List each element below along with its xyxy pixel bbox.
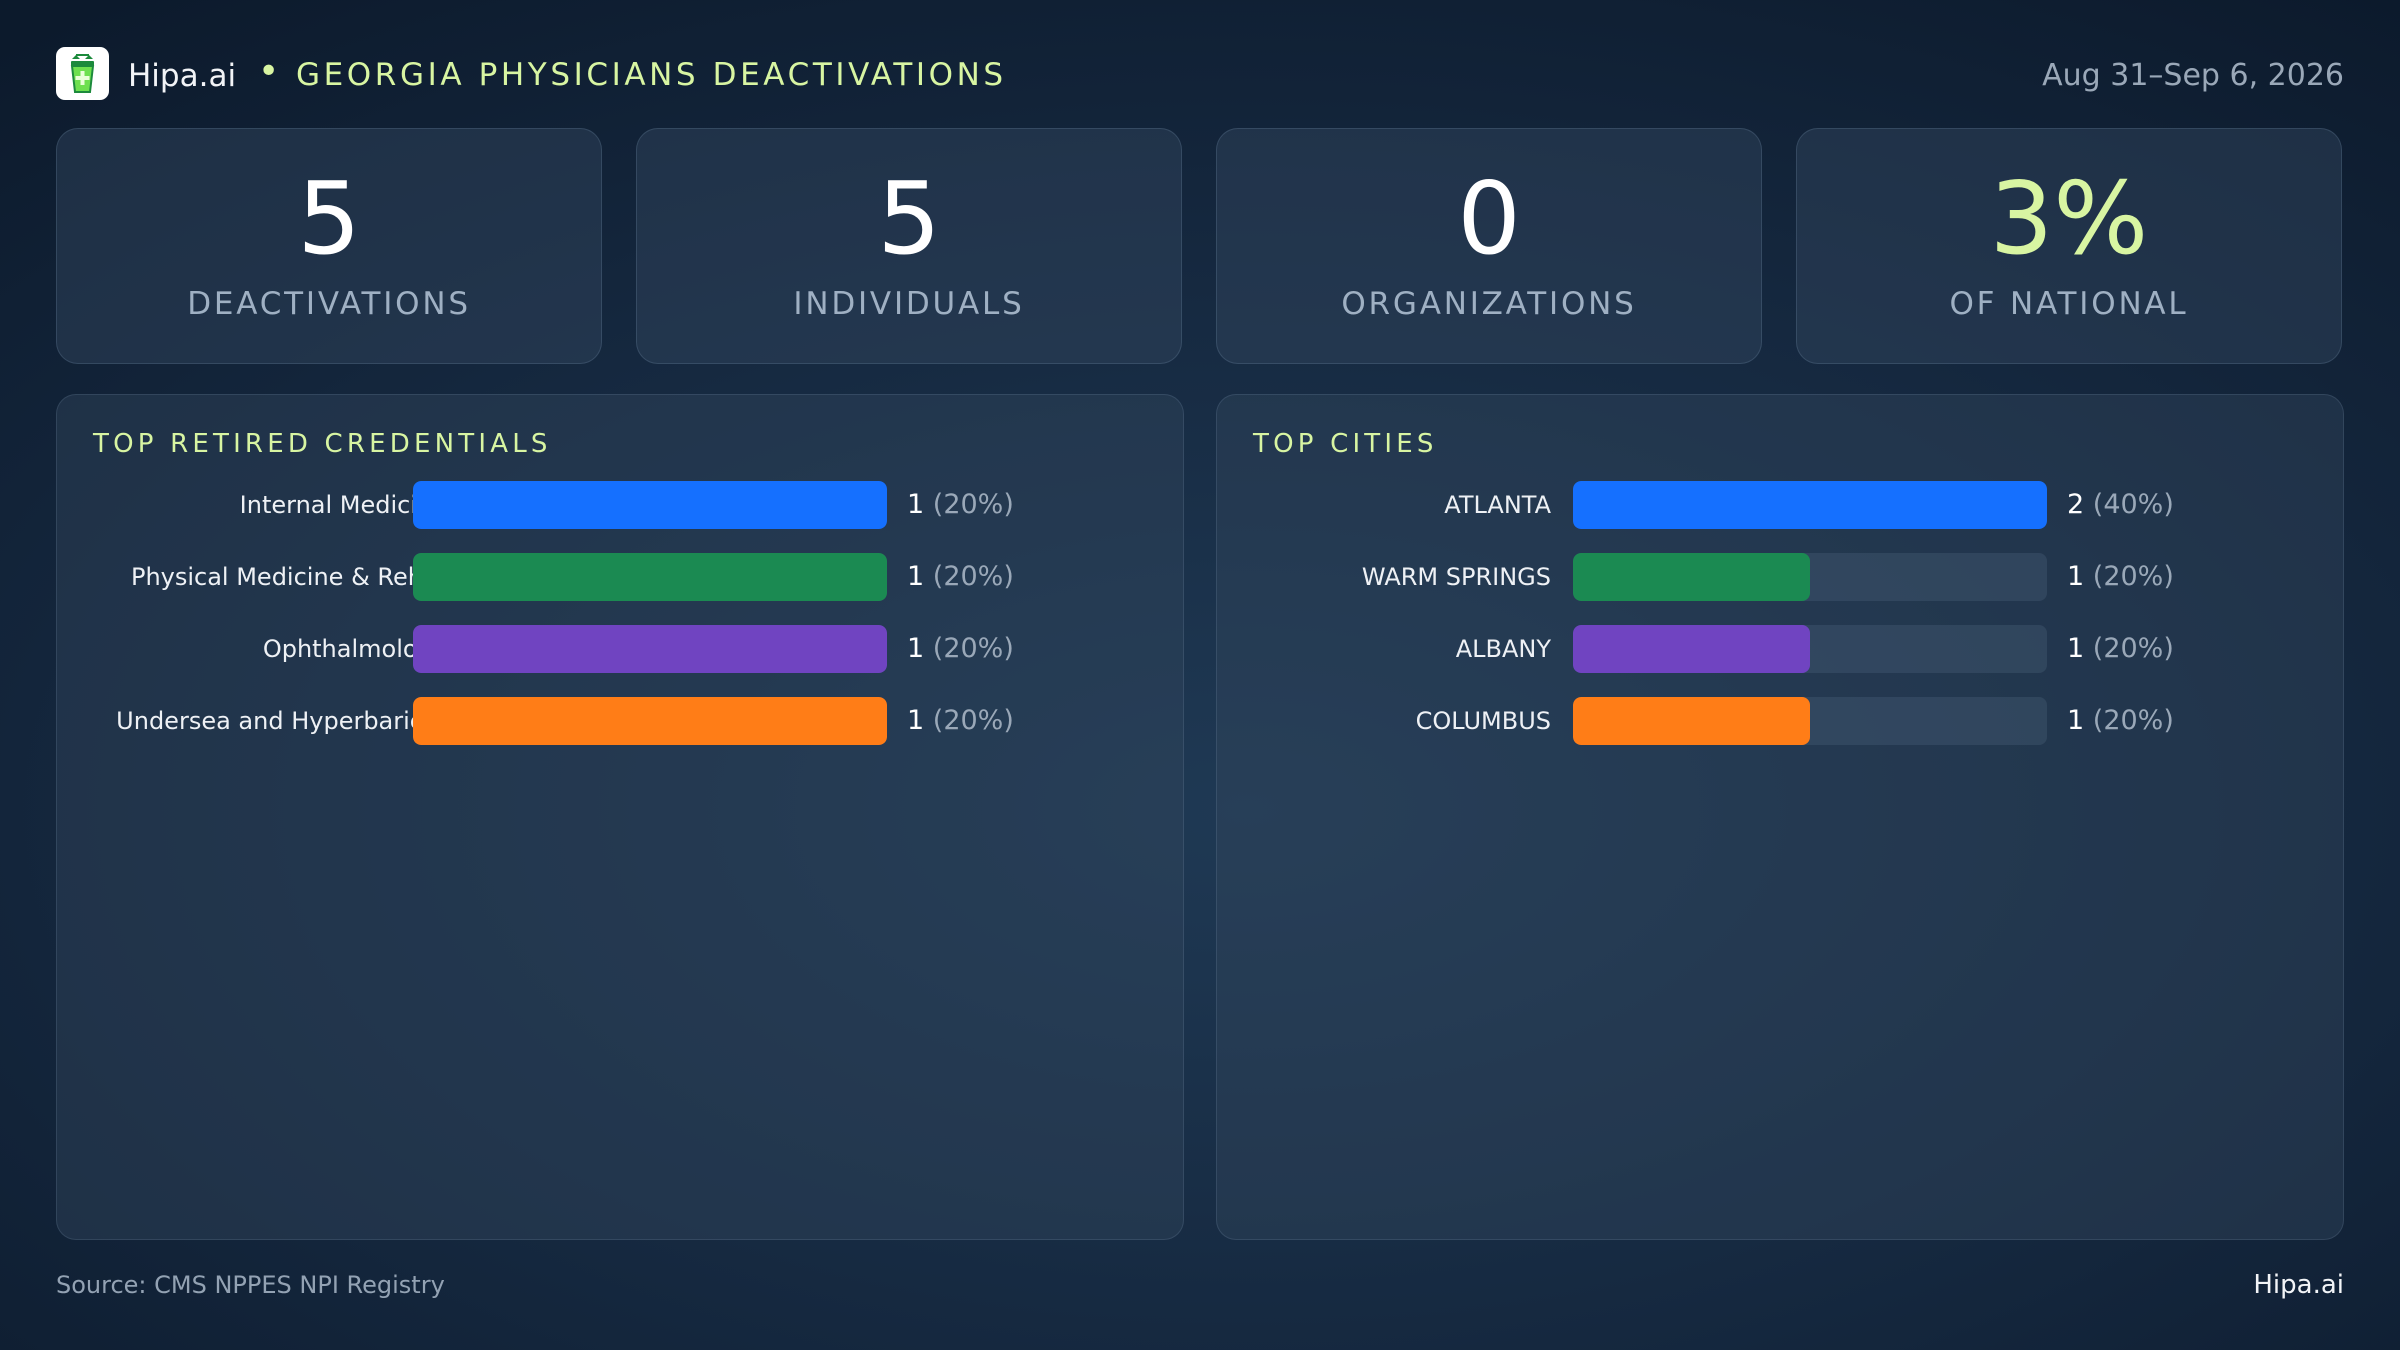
bar-category-label: Undersea and Hyperbaric… xyxy=(116,707,447,735)
bar-count: 2 xyxy=(2067,489,2085,520)
bar-track xyxy=(1573,481,2047,529)
bar-track xyxy=(413,553,887,601)
bar-row: WARM SPRINGS 1 (20%) xyxy=(1217,553,2343,601)
kpi-label: DEACTIVATIONS xyxy=(187,286,471,322)
bar-count: 1 xyxy=(2067,633,2085,664)
bar xyxy=(413,553,887,601)
bar-row: ALBANY 1 (20%) xyxy=(1217,625,2343,673)
bar-row: COLUMBUS 1 (20%) xyxy=(1217,697,2343,745)
brand-name: Hipa.ai xyxy=(128,58,237,94)
bar-count: 1 xyxy=(2067,705,2085,736)
bar-category-label: ATLANTA xyxy=(1444,491,1551,519)
bar-percent: (20%) xyxy=(2092,561,2174,592)
kpi-card-deactivations: 5 DEACTIVATIONS xyxy=(56,128,602,364)
bar-row: Ophthalmology 1 (20%) xyxy=(57,625,1183,673)
bar-track xyxy=(1573,553,2047,601)
bar-category-label: Internal Medicine xyxy=(239,491,447,519)
bar-percent: (40%) xyxy=(2092,489,2174,520)
pharmacy-cup-icon xyxy=(56,47,109,100)
page-title: GEORGIA PHYSICIANS DEACTIVATIONS xyxy=(296,57,1007,93)
bar-value-label: 1 (20%) xyxy=(907,625,1014,673)
title-separator: • xyxy=(258,51,280,92)
bar-value-label: 1 (20%) xyxy=(2067,553,2174,601)
bar-row: Internal Medicine 1 (20%) xyxy=(57,481,1183,529)
kpi-value: 5 xyxy=(877,160,941,277)
bar-count: 1 xyxy=(907,633,925,664)
bar-percent: (20%) xyxy=(2092,633,2174,664)
bar-percent: (20%) xyxy=(2092,705,2174,736)
kpi-card-national-share: 3% OF NATIONAL xyxy=(1796,128,2342,364)
bar-row: Undersea and Hyperbaric… 1 (20%) xyxy=(57,697,1183,745)
bar-value-label: 1 (20%) xyxy=(2067,625,2174,673)
bar-value-label: 2 (40%) xyxy=(2067,481,2174,529)
kpi-value: 0 xyxy=(1457,160,1521,277)
bar-row: ATLANTA 2 (40%) xyxy=(1217,481,2343,529)
credentials-chart-panel: TOP RETIRED CREDENTIALS Internal Medicin… xyxy=(56,394,1184,1240)
kpi-card-individuals: 5 INDIVIDUALS xyxy=(636,128,1182,364)
bar-count: 1 xyxy=(907,561,925,592)
bar-count: 1 xyxy=(907,489,925,520)
kpi-label: INDIVIDUALS xyxy=(793,286,1025,322)
bar-count: 1 xyxy=(907,705,925,736)
bar xyxy=(413,697,887,745)
bar-track xyxy=(1573,697,2047,745)
source-note: Source: CMS NPPES NPI Registry xyxy=(56,1271,445,1299)
bar xyxy=(1573,625,1810,673)
bar-value-label: 1 (20%) xyxy=(2067,697,2174,745)
bar-count: 1 xyxy=(2067,561,2085,592)
bar-value-label: 1 (20%) xyxy=(907,481,1014,529)
bar-percent: (20%) xyxy=(932,561,1014,592)
bar-category-label: WARM SPRINGS xyxy=(1361,563,1551,591)
kpi-label: OF NATIONAL xyxy=(1949,286,2189,322)
panel-title: TOP RETIRED CREDENTIALS xyxy=(93,429,552,459)
bar-track xyxy=(413,625,887,673)
kpi-label: ORGANIZATIONS xyxy=(1341,286,1637,322)
bar-percent: (20%) xyxy=(932,705,1014,736)
bar-track xyxy=(1573,625,2047,673)
date-range: Aug 31–Sep 6, 2026 xyxy=(2042,58,2344,93)
bar-percent: (20%) xyxy=(932,633,1014,664)
cities-chart-panel: TOP CITIES ATLANTA 2 (40%) WARM SPRINGS 1 (… xyxy=(1216,394,2344,1240)
bar-track xyxy=(413,481,887,529)
bar-category-label: ALBANY xyxy=(1455,635,1551,663)
bar xyxy=(413,481,887,529)
bar-category-label: COLUMBUS xyxy=(1415,707,1551,735)
bar xyxy=(1573,553,1810,601)
kpi-card-organizations: 0 ORGANIZATIONS xyxy=(1216,128,1762,364)
bar xyxy=(413,625,887,673)
kpi-value: 5 xyxy=(297,160,361,277)
footer-brand: Hipa.ai xyxy=(2253,1270,2344,1300)
bar-value-label: 1 (20%) xyxy=(907,553,1014,601)
bar-value-label: 1 (20%) xyxy=(907,697,1014,745)
bar-category-label: Physical Medicine & Reh… xyxy=(130,563,447,591)
bar-percent: (20%) xyxy=(932,489,1014,520)
bar-track xyxy=(413,697,887,745)
kpi-value: 3% xyxy=(1989,160,2149,277)
bar xyxy=(1573,697,1810,745)
panel-title: TOP CITIES xyxy=(1253,429,1438,459)
header: Hipa.ai • GEORGIA PHYSICIANS DEACTIVATIO… xyxy=(56,46,2344,102)
bar xyxy=(1573,481,2047,529)
bar-row: Physical Medicine & Reh… 1 (20%) xyxy=(57,553,1183,601)
